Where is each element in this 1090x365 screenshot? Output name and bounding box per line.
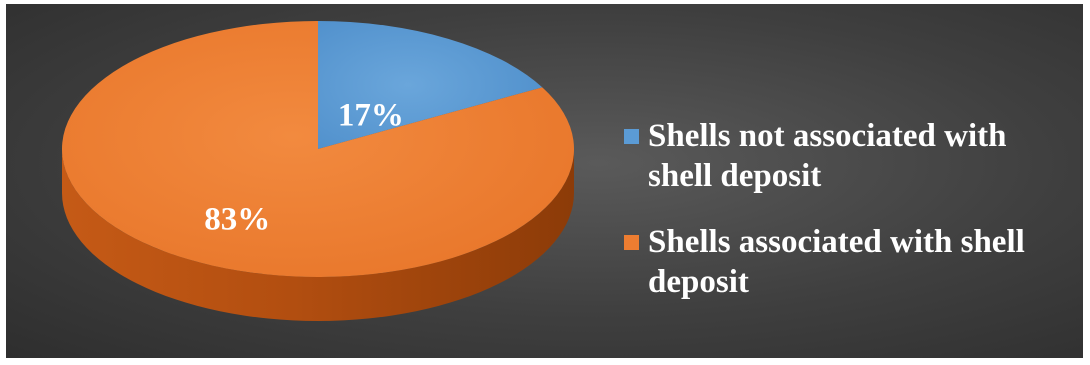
pie-labels-group: 17% 83% [204,97,404,237]
chart-area: 17% 83% Shells not associated with shell … [6,4,1083,358]
data-label-associated: 83% [204,201,270,237]
pie-chart: 17% 83% [61,21,574,321]
legend-swatch-blue [624,129,639,144]
pie-slice-not-associated [318,21,543,149]
pie-side-wall [62,149,574,321]
pie-slice-associated [61,21,574,277]
legend-label: Shells associated with shell deposit [648,224,1025,300]
legend-entry-not-associated: Shells not associated with shell deposit [624,116,1064,196]
pie-top-group [61,21,574,277]
pie-side-group [62,149,574,321]
legend-entry-associated: Shells associated with shell deposit [624,222,1064,302]
legend: Shells not associated with shell deposit… [624,116,1064,328]
data-label-not-associated: 17% [338,97,404,133]
legend-label: Shells not associated with shell deposit [648,118,1007,194]
legend-swatch-orange [624,235,639,250]
